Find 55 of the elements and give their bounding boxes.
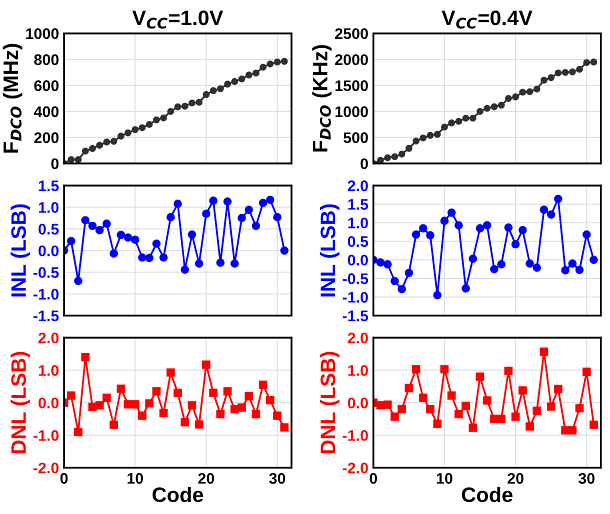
chart-title: V$_{CC}$=0.4V bbox=[442, 10, 532, 29]
x-tick-label: 10 bbox=[128, 473, 143, 484]
x-tick-label: 20 bbox=[508, 473, 524, 484]
y-tick-label: 400 bbox=[34, 106, 59, 118]
y-tick-label: 0 bbox=[360, 158, 368, 170]
x-tick-label: 0 bbox=[370, 473, 378, 484]
y-tick-label: 1.0 bbox=[38, 365, 59, 376]
y-tick-label: -0.5 bbox=[342, 273, 368, 284]
y-tick-label: 2.0 bbox=[38, 332, 59, 344]
y-tick-label: 1000 bbox=[336, 106, 368, 118]
y-tick-label: 1.5 bbox=[38, 180, 59, 192]
y-tick-label: 1000 bbox=[26, 28, 59, 40]
y-tick-label: 800 bbox=[34, 54, 59, 66]
y-tick-label: 0.5 bbox=[348, 236, 368, 247]
y-tick-label: 0.5 bbox=[38, 224, 59, 235]
y-tick-label: -1.5 bbox=[33, 310, 59, 322]
x-tick-label: 20 bbox=[198, 473, 214, 484]
y-tick-label: 0.0 bbox=[38, 398, 59, 408]
x-axis-title: Code bbox=[462, 486, 512, 502]
y-tick-label: 0.0 bbox=[348, 254, 368, 266]
y-tick-label: -1.5 bbox=[342, 310, 368, 322]
y-axis-title: INL (LSB) bbox=[320, 204, 340, 296]
chart-title: V$_{CC}$=1.0V bbox=[132, 10, 224, 29]
x-tick-label: 30 bbox=[578, 473, 595, 484]
y-axis-title: F$_{DCO}$ (KHz) bbox=[312, 45, 332, 152]
y-axis-title: INL (LSB) bbox=[10, 204, 30, 296]
y-axis-title: F$_{DCO}$ (MHz) bbox=[2, 44, 22, 153]
y-axis-title: DNL (LSB) bbox=[320, 352, 340, 454]
y-tick-label: 0.0 bbox=[38, 245, 59, 256]
x-axis-title: Code bbox=[152, 486, 204, 502]
y-tick-label: -1.0 bbox=[33, 288, 59, 300]
y-tick-label: 600 bbox=[34, 80, 59, 92]
y-tick-label: 1500 bbox=[336, 80, 368, 92]
y-tick-label: 2.0 bbox=[348, 332, 368, 344]
y-tick-label: -1.0 bbox=[342, 430, 368, 441]
x-tick-label: 10 bbox=[436, 473, 452, 484]
y-tick-label: 2000 bbox=[335, 54, 368, 66]
y-tick-label: 200 bbox=[34, 132, 59, 144]
y-tick-label: 0.0 bbox=[348, 398, 368, 408]
y-tick-label: 1.0 bbox=[38, 202, 59, 213]
y-tick-label: 2500 bbox=[335, 28, 368, 40]
y-tick-label: -1.0 bbox=[342, 292, 368, 303]
y-tick-label: 2.0 bbox=[348, 180, 368, 192]
x-tick-label: 0 bbox=[60, 473, 68, 484]
y-tick-label: 1.0 bbox=[348, 365, 368, 376]
y-tick-label: -1.0 bbox=[33, 430, 59, 441]
y-tick-label: 1.0 bbox=[348, 218, 368, 228]
y-tick-label: -2.0 bbox=[342, 462, 368, 474]
x-tick-label: 30 bbox=[269, 473, 286, 484]
y-tick-label: 0 bbox=[51, 158, 59, 170]
y-tick-label: -0.5 bbox=[33, 267, 59, 278]
y-tick-label: -2.0 bbox=[33, 462, 59, 474]
y-tick-label: 1.5 bbox=[348, 199, 368, 210]
y-axis-title: DNL (LSB) bbox=[10, 352, 30, 454]
y-tick-label: 500 bbox=[344, 132, 368, 144]
